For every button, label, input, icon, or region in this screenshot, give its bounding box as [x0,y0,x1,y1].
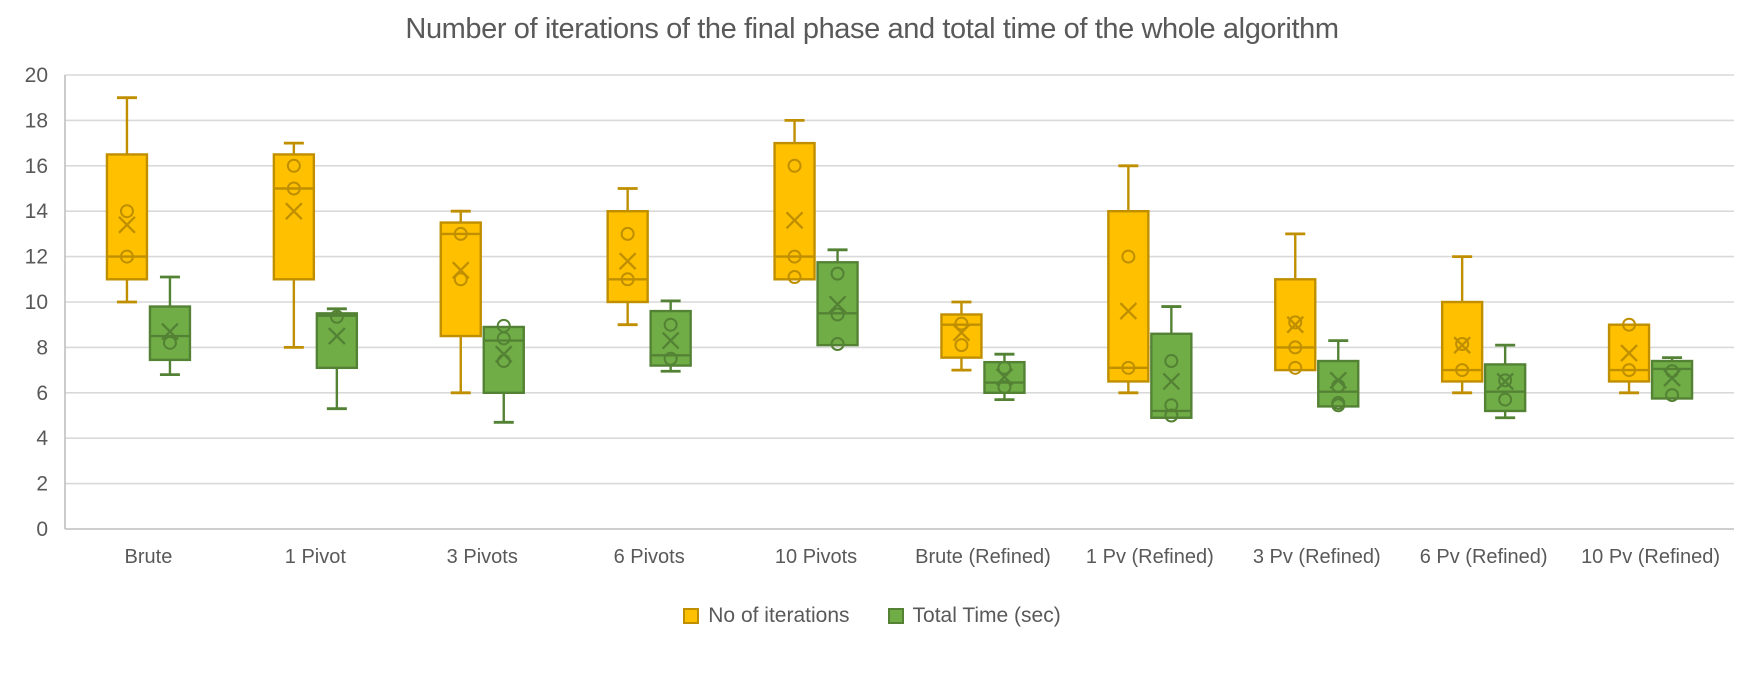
box-brute-s0 [105,96,149,304]
svg-text:10 Pv (Refined): 10 Pv (Refined) [1581,546,1720,568]
svg-text:6: 6 [36,382,48,405]
time-swatch-icon [887,608,904,624]
box-brute-s1 [148,275,192,377]
svg-text:0: 0 [36,518,48,541]
box-10-pv-refined--s1 [1650,356,1694,403]
box-3-pv-refined--s1 [1317,339,1360,413]
box-1-pv-refined--s0 [1107,164,1150,395]
svg-text:Brute (Refined): Brute (Refined) [915,546,1051,568]
svg-text:3 Pivots: 3 Pivots [447,546,518,568]
svg-text:6 Pivots: 6 Pivots [614,546,685,568]
svg-text:Brute: Brute [125,546,173,568]
legend-item-iterations: No of iterations [683,604,850,628]
box-3-pv-refined--s0 [1274,232,1317,375]
axes [64,75,1734,530]
svg-text:16: 16 [25,155,48,178]
svg-text:10 Pivots: 10 Pivots [775,546,857,568]
iterations-swatch-icon [683,608,700,624]
series-1 [148,248,1694,424]
box-1-pivot-s1 [315,307,359,411]
series-0 [105,96,1651,395]
box-6-pivots-s0 [606,187,649,327]
svg-text:3 Pv (Refined): 3 Pv (Refined) [1253,546,1381,568]
y-axis-labels: 0 2 4 6 8 10 12 14 16 18 20 [25,64,49,541]
box-10-pivots-s1 [816,248,859,351]
svg-text:14: 14 [25,200,49,223]
box-1-pivot-s0 [272,141,316,349]
box-10-pv-refined--s0 [1607,317,1651,395]
svg-text:1 Pivot: 1 Pivot [285,546,347,568]
svg-text:8: 8 [36,336,48,359]
plot-area: 0 2 4 6 8 10 12 14 16 18 20 Brute 1 Pivot 3 Pivots 6 P… [25,64,1734,568]
legend-label-iterations: No of iterations [708,604,850,627]
svg-text:1 Pv (Refined): 1 Pv (Refined) [1086,546,1214,568]
box-3-pivots-s0 [439,209,482,395]
svg-text:2: 2 [36,473,48,496]
svg-text:10: 10 [25,291,48,314]
svg-text:18: 18 [25,109,48,132]
box-brute-refined--s0 [940,300,983,372]
svg-text:4: 4 [36,427,48,450]
box-6-pv-refined--s0 [1440,255,1484,395]
x-axis-labels: Brute 1 Pivot 3 Pivots 6 Pivots 10 Pivots Bru… [125,546,1720,568]
svg-text:20: 20 [25,64,48,87]
box-brute-refined--s1 [983,352,1026,402]
gridlines [65,74,1734,485]
box-10-pivots-s0 [773,119,816,285]
svg-text:12: 12 [25,246,48,269]
legend-item-time: Total Time (sec) [887,604,1061,628]
svg-text:6 Pv (Refined): 6 Pv (Refined) [1420,546,1548,568]
legend-label-time: Total Time (sec) [912,604,1061,627]
box-6-pv-refined--s1 [1483,343,1527,420]
chart-title: Number of iterations of the final phase … [405,13,1339,45]
box-3-pivots-s1 [482,318,525,424]
box-1-pv-refined--s1 [1150,305,1193,423]
legend: No of iterations Total Time (sec) [0,604,1744,628]
box-6-pivots-s1 [649,299,692,373]
